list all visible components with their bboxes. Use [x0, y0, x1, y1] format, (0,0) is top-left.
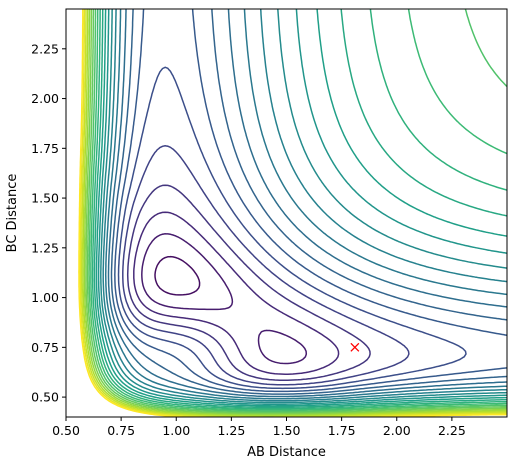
y-tick-label: 2.25 — [31, 41, 59, 56]
contour-line — [88, 9, 507, 413]
contour-line — [141, 233, 308, 365]
y-tick-label: 1.75 — [31, 141, 59, 156]
x-axis-ticks: 0.50 0.75 1.00 1.25 1.50 1.75 2.00 2.25 — [52, 417, 466, 438]
minimum-marker-group — [350, 342, 360, 352]
contour-line — [104, 9, 507, 400]
x-tick-label: 1.75 — [328, 423, 356, 438]
y-axis-title: BC Distance — [5, 174, 20, 253]
contour-line — [86, 9, 507, 414]
contour-line — [122, 145, 410, 386]
contour-line — [83, 9, 507, 416]
x-tick-label: 2.25 — [438, 423, 466, 438]
x-tick-label: 2.00 — [383, 423, 411, 438]
contour-line — [154, 255, 201, 296]
x-tick-label: 1.25 — [217, 423, 245, 438]
minimum-marker — [350, 342, 360, 352]
x-tick-label: 1.50 — [273, 423, 301, 438]
x-tick-label: 0.75 — [107, 423, 135, 438]
contour-line — [114, 9, 507, 393]
y-axis-ticks: 0.50 0.75 1.00 1.25 1.50 1.75 2.00 2.25 — [31, 41, 66, 405]
x-tick-label: 1.00 — [162, 423, 190, 438]
contour-line — [117, 66, 467, 390]
contour-line — [85, 9, 507, 415]
y-tick-label: 0.75 — [31, 340, 59, 355]
contour-line — [78, 9, 507, 417]
contour-line — [79, 9, 507, 417]
contour-lines — [78, 9, 507, 417]
contour-line — [91, 9, 507, 410]
y-tick-label: 1.00 — [31, 290, 59, 305]
y-tick-label: 2.00 — [31, 91, 59, 106]
contour-line — [97, 9, 507, 405]
y-tick-label: 0.50 — [31, 390, 59, 405]
contour-line — [82, 9, 507, 417]
contour-line — [110, 9, 507, 395]
contour-line — [100, 9, 507, 404]
contour-line — [90, 9, 507, 411]
y-tick-label: 1.25 — [31, 240, 59, 255]
contour-line — [95, 9, 507, 407]
x-tick-label: 0.50 — [52, 423, 80, 438]
contour-line — [93, 9, 507, 409]
x-axis-title: AB Distance — [247, 445, 326, 460]
y-tick-label: 1.50 — [31, 191, 59, 206]
contour-line — [107, 9, 507, 398]
contour-line — [80, 9, 507, 417]
contour-line — [133, 211, 340, 375]
contour-line — [126, 184, 371, 381]
contour-line — [102, 9, 507, 402]
